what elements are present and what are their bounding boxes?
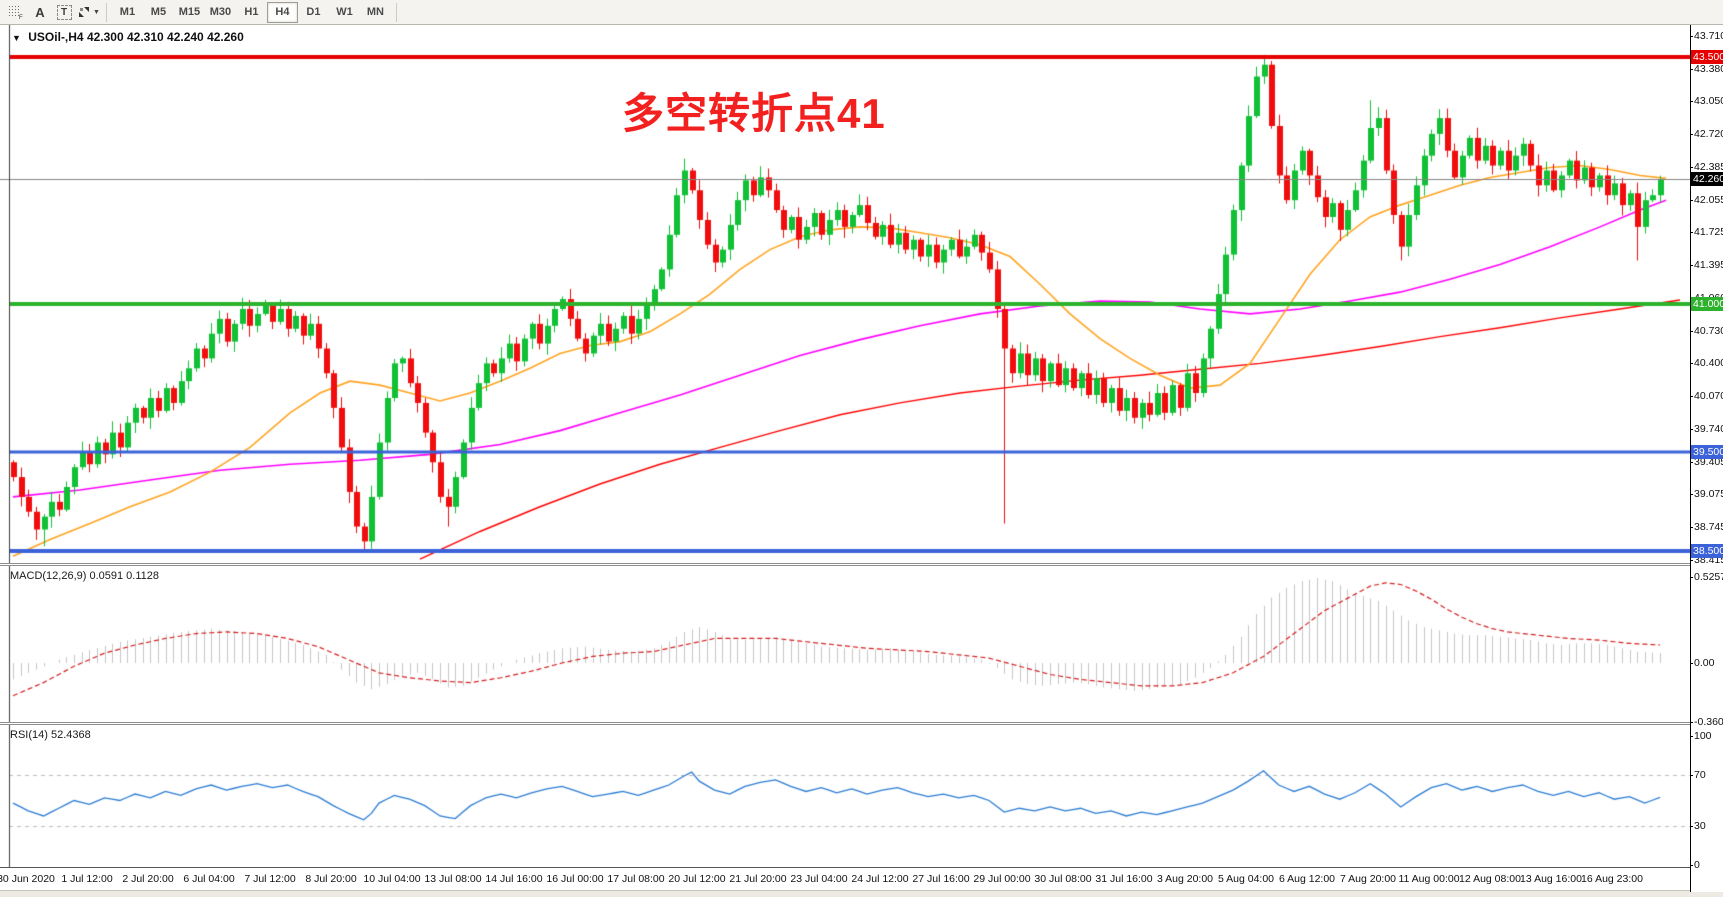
price-tick-label: 42.055 — [1689, 194, 1723, 206]
timeframe-m30[interactable]: M30 — [205, 2, 236, 23]
chart-annotation-text: 多空转折点41 — [622, 90, 886, 137]
time-axis-label: 16 Jul 00:00 — [546, 873, 604, 885]
time-axis[interactable]: 30 Jun 2020 1 Jul 12:00 2 Jul 20:00 6 Jul 0… — [0, 867, 1690, 890]
time-axis-label: 6 Jul 04:00 — [183, 873, 235, 885]
chart-window: ▼ USOil-,H4 42.300 42.310 42.240 42.260 … — [0, 25, 1723, 897]
time-axis-label: 12 Aug 08:00 — [1459, 873, 1521, 885]
time-axis-label: 23 Jul 04:00 — [790, 873, 848, 885]
pane-separator[interactable] — [0, 722, 1690, 725]
hline-price-box: 43.500 — [1691, 50, 1723, 64]
dropdown-caret-icon[interactable]: ▼ — [93, 8, 100, 16]
rsi-level-label: 70 — [1690, 769, 1706, 781]
macd-tick-label: 0.5257 — [1689, 571, 1723, 583]
window-bottom-edge — [0, 890, 1723, 897]
symbol-label: USOil-,H4 — [28, 30, 84, 44]
time-axis-label: 6 Aug 12:00 — [1278, 873, 1336, 885]
timeframe-d1[interactable]: D1 — [298, 2, 329, 23]
grid-dots-glyph: F — [9, 6, 23, 20]
rsi-level-label: 30 — [1690, 820, 1706, 832]
price-tick-label: 43.380 — [1689, 63, 1723, 75]
time-axis-label: 13 Jul 08:00 — [424, 873, 482, 885]
time-axis-label: 30 Jun 2020 — [0, 873, 55, 885]
timeframe-m5[interactable]: M5 — [143, 2, 174, 23]
time-axis-label: 27 Jul 16:00 — [912, 873, 970, 885]
price-axis[interactable]: 43.710 43.380 43.050 42.720 42.385 42.055 41.7… — [1689, 25, 1723, 892]
time-axis-label: 29 Jul 00:00 — [973, 873, 1031, 885]
diagonal-arrows-glyph — [79, 7, 89, 17]
macd-tick-label: 0.00 — [1689, 657, 1715, 669]
time-axis-label: 13 Aug 16:00 — [1520, 873, 1582, 885]
timeframe-mn[interactable]: MN — [360, 2, 391, 23]
macd-indicator-label: MACD(12,26,9) 0.0591 0.1128 — [10, 570, 159, 582]
hline-price-box: 39.500 — [1691, 445, 1723, 459]
current-price-box: 42.260 — [1691, 172, 1723, 186]
time-axis-label: 20 Jul 12:00 — [668, 873, 726, 885]
time-axis-label: 8 Jul 20:00 — [305, 873, 357, 885]
timeframe-m1[interactable]: M1 — [112, 2, 143, 23]
macd-pane[interactable] — [0, 566, 1690, 722]
time-axis-label: 16 Aug 23:00 — [1581, 873, 1643, 885]
price-tick-label: 41.725 — [1689, 226, 1723, 238]
price-tick-label: 39.405 — [1689, 456, 1723, 468]
time-axis-label: 7 Jul 12:00 — [244, 873, 296, 885]
time-axis-label: 17 Jul 08:00 — [607, 873, 665, 885]
time-axis-label: 14 Jul 16:00 — [485, 873, 543, 885]
price-tick-label: 40.400 — [1689, 357, 1723, 369]
collapse-caret-icon[interactable]: ▼ — [12, 33, 21, 43]
hline-price-box: 38.500 — [1691, 544, 1723, 558]
time-axis-label: 11 Aug 00:00 — [1398, 873, 1460, 885]
time-axis-label: 21 Jul 20:00 — [729, 873, 787, 885]
price-tick-label: 42.385 — [1689, 161, 1723, 173]
ohlc-values: 42.300 42.310 42.240 42.260 — [86, 30, 244, 44]
toolbar: F A T ▼ M1 M5 M15 M30 H1 H4 D1 W1 MN — [0, 0, 1723, 25]
time-axis-label: 3 Aug 20:00 — [1156, 873, 1214, 885]
toolbar-separator — [395, 2, 397, 22]
price-tick-label: 40.070 — [1689, 390, 1723, 402]
symbol-ohlc-header[interactable]: ▼ USOil-,H4 42.300 42.310 42.240 42.260 — [12, 30, 244, 44]
font-tool-icon[interactable]: A — [28, 2, 52, 23]
pane-separator[interactable] — [0, 563, 1690, 566]
rsi-level-label: 0 — [1690, 859, 1700, 871]
price-tick-label: 39.740 — [1689, 423, 1723, 435]
rsi-indicator-label: RSI(14) 52.4368 — [10, 729, 91, 741]
hline-price-box: 41.000 — [1691, 297, 1723, 311]
price-tick-label: 40.730 — [1689, 325, 1723, 337]
macd-tick-label: -0.3603 — [1690, 716, 1723, 728]
price-tick-label: 39.075 — [1689, 488, 1723, 500]
time-axis-label: 2 Jul 20:00 — [122, 873, 174, 885]
rsi-level-label: 100 — [1690, 730, 1712, 742]
price-tick-label: 43.050 — [1689, 95, 1723, 107]
text-box-glyph: T — [56, 4, 72, 20]
cursor-tool-icon[interactable]: ▼ — [76, 2, 101, 23]
price-tick-label: 41.395 — [1689, 259, 1723, 271]
time-axis-label: 31 Jul 16:00 — [1095, 873, 1153, 885]
time-axis-label: 30 Jul 08:00 — [1034, 873, 1092, 885]
time-axis-label: 1 Jul 12:00 — [61, 873, 113, 885]
timeframe-h1[interactable]: H1 — [236, 2, 267, 23]
time-axis-label: 10 Jul 04:00 — [363, 873, 421, 885]
rsi-pane[interactable] — [0, 725, 1690, 867]
time-axis-label: 5 Aug 04:00 — [1217, 873, 1275, 885]
text-label-tool-icon[interactable]: T — [52, 2, 76, 23]
main-price-pane[interactable] — [0, 25, 1690, 563]
svg-text:F: F — [19, 15, 23, 20]
timeframe-h4[interactable]: H4 — [266, 1, 298, 23]
time-axis-label: 24 Jul 12:00 — [851, 873, 909, 885]
price-tick-label: 38.745 — [1689, 521, 1723, 533]
indicator-grid-icon[interactable]: F — [4, 2, 28, 23]
timeframe-w1[interactable]: W1 — [329, 2, 360, 23]
timeframe-m15[interactable]: M15 — [174, 2, 205, 23]
price-tick-label: 43.710 — [1689, 30, 1723, 42]
price-tick-label: 42.720 — [1689, 128, 1723, 140]
toolbar-separator — [105, 2, 107, 22]
time-axis-label: 7 Aug 20:00 — [1339, 873, 1397, 885]
